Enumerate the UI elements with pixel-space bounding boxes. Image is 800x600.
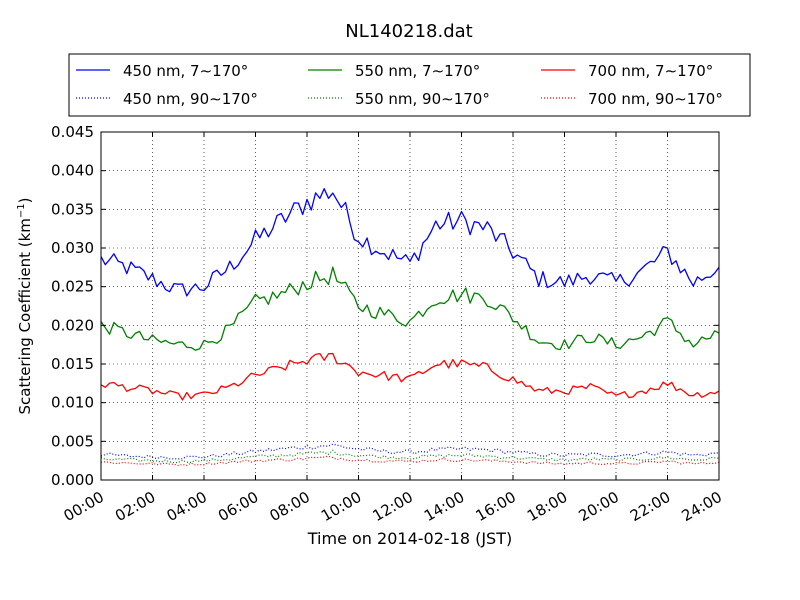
y-tick-label: 0.010 — [51, 394, 94, 412]
y-tick-label: 0.000 — [51, 471, 94, 489]
grid — [100, 131, 720, 481]
y-tick-label: 0.030 — [51, 239, 94, 257]
x-tick-label: 08:00 — [267, 488, 313, 525]
y-tick-label: 0.005 — [51, 432, 94, 450]
x-tick-label: 10:00 — [318, 488, 364, 525]
legend-label: 450 nm, 7∼170° — [123, 62, 248, 80]
y-tick-label: 0.015 — [51, 355, 94, 373]
series-group — [100, 188, 720, 467]
x-tick-label: 20:00 — [576, 488, 622, 525]
series-line — [100, 352, 720, 401]
axis-ticks: 0.000 0.005 0.010 0.015 0.020 0.025 0.030 0.035… — [51, 123, 725, 525]
legend-label: 550 nm, 90∼170° — [355, 90, 490, 108]
series-line — [100, 455, 720, 467]
legend-box — [68, 53, 751, 117]
series-line — [100, 188, 720, 297]
legend: 450 nm, 7∼170° 550 nm, 7∼170° 700 nm, 7∼17… — [76, 62, 723, 108]
x-tick-label: 16:00 — [473, 488, 519, 525]
legend-label: 700 nm, 7∼170° — [588, 62, 713, 80]
x-tick-label: 18:00 — [524, 488, 570, 525]
x-tick-label: 12:00 — [370, 488, 416, 525]
series-line — [100, 449, 720, 464]
y-axis-label: Scattering Coefficient (km−1) — [16, 197, 34, 414]
x-tick-label: 24:00 — [679, 488, 725, 525]
y-tick-label: 0.045 — [51, 123, 94, 141]
x-tick-label: 04:00 — [164, 488, 210, 525]
x-axis-label: Time on 2014-02-18 (JST) — [307, 529, 512, 548]
legend-label: 550 nm, 7∼170° — [355, 62, 480, 80]
y-tick-label: 0.020 — [51, 316, 94, 334]
legend-label: 450 nm, 90∼170° — [123, 90, 258, 108]
x-tick-label: 14:00 — [421, 488, 467, 525]
x-tick-label: 02:00 — [112, 488, 158, 525]
series-line — [100, 266, 720, 351]
x-tick-label: 22:00 — [627, 488, 673, 525]
x-tick-label: 06:00 — [215, 488, 261, 525]
x-tick-label: 00:00 — [61, 488, 107, 525]
y-tick-label: 0.040 — [51, 162, 94, 180]
y-tick-label: 0.025 — [51, 278, 94, 296]
legend-label: 700 nm, 90∼170° — [588, 90, 723, 108]
chart-title: NL140218.dat — [345, 21, 472, 42]
y-tick-label: 0.035 — [51, 200, 94, 218]
